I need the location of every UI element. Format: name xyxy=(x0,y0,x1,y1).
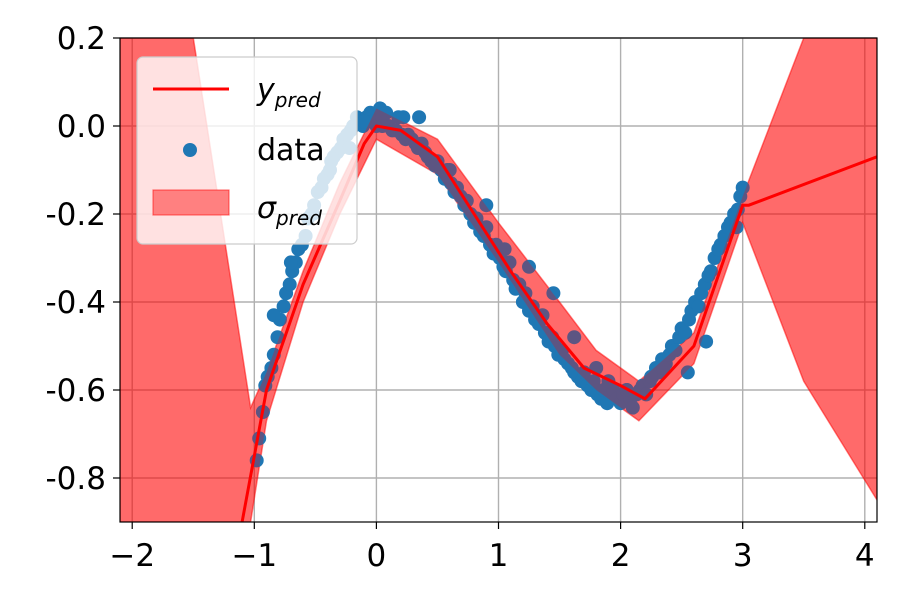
legend-label-sigma-pred: σpred xyxy=(257,191,322,230)
data-point xyxy=(586,374,601,389)
data-point xyxy=(644,369,659,384)
data-point xyxy=(282,277,297,292)
x-tick-label: 3 xyxy=(733,538,753,574)
data-point xyxy=(668,343,683,358)
data-point xyxy=(283,255,298,270)
data-point xyxy=(699,334,714,349)
data-point xyxy=(479,220,494,235)
legend-label-data: data xyxy=(257,133,325,168)
data-point xyxy=(442,163,457,177)
data-point xyxy=(276,299,291,314)
legend-patch-swatch xyxy=(152,189,230,216)
x-tick-label: 0 xyxy=(367,538,387,574)
data-point xyxy=(396,110,411,125)
data-point xyxy=(266,308,281,323)
data-point xyxy=(625,400,640,415)
y-tick-label: -0.6 xyxy=(46,373,107,409)
data-point xyxy=(567,330,582,345)
data-point xyxy=(357,114,372,129)
data-point xyxy=(270,330,285,345)
x-tick-label: 4 xyxy=(855,538,875,574)
data-point xyxy=(379,105,394,120)
legend-marker-swatch xyxy=(183,143,197,157)
data-point xyxy=(656,361,671,375)
x-tick-label: −2 xyxy=(109,538,155,574)
y-tick-label: -0.4 xyxy=(46,285,107,321)
data-point xyxy=(703,264,718,279)
legend-label-y-pred: ypred xyxy=(256,73,321,112)
y-tick-label: 0.2 xyxy=(57,21,106,57)
legend: ypred data σpred xyxy=(136,56,358,245)
data-point xyxy=(678,325,693,340)
y-tick-label: 0.0 xyxy=(57,109,106,145)
data-point xyxy=(479,198,494,213)
x-tick-label: 1 xyxy=(489,538,509,574)
data-point xyxy=(691,299,706,314)
data-point xyxy=(497,242,512,257)
data-point xyxy=(522,259,536,274)
y-tick-label: -0.8 xyxy=(46,461,107,497)
data-point xyxy=(412,110,427,125)
data-point xyxy=(735,180,750,195)
y-tick-label: -0.2 xyxy=(46,197,107,233)
data-point xyxy=(546,286,561,301)
data-point xyxy=(680,365,695,380)
axis-ticks: −2 −1 0 1 2 3 4 0.2 0.0 -0.2 -0.4 -0.6 -0.8 xyxy=(46,21,875,574)
x-tick-label: 2 xyxy=(611,538,631,574)
x-tick-label: −1 xyxy=(231,538,277,574)
